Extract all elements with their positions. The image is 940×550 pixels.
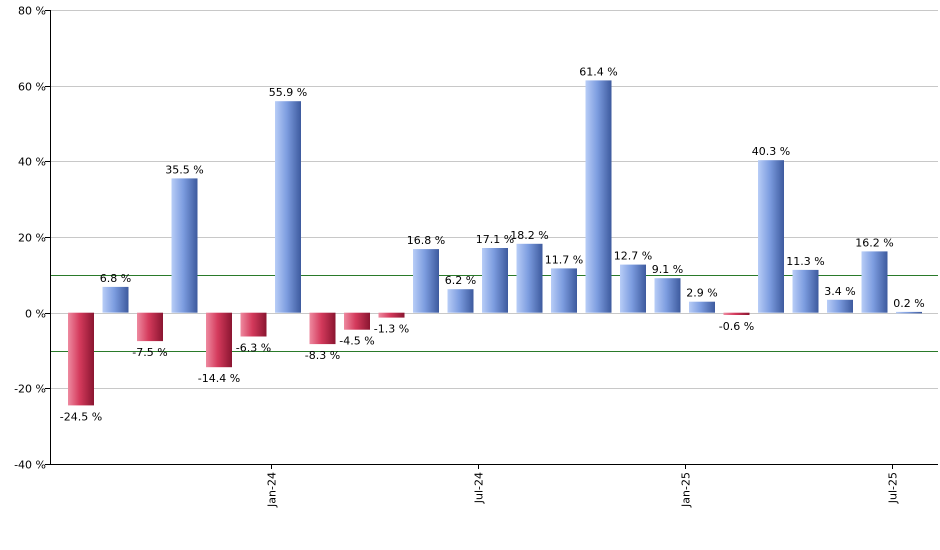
data-label: -0.6 % (719, 320, 754, 333)
grid-lines (50, 10, 938, 389)
bar (240, 312, 267, 337)
data-label: 61.4 % (579, 65, 617, 78)
data-label: 11.3 % (786, 255, 824, 268)
data-label: 6.2 % (445, 274, 476, 287)
x-tick-label: Jan-24 (266, 472, 279, 508)
bar (551, 268, 577, 313)
bar (654, 278, 681, 313)
bar (102, 286, 129, 313)
data-label: 17.1 % (476, 233, 514, 246)
x-tick-label: Jul-25 (887, 472, 900, 504)
bar (516, 243, 543, 313)
data-label: 18.2 % (510, 229, 548, 242)
data-labels: -24.5 % 6.8 % -7.5 % 35.5 % -14.4 % -6.3 % 55.… (60, 65, 925, 423)
bar (137, 312, 163, 342)
bar (378, 312, 405, 318)
data-label: -1.3 % (374, 323, 409, 336)
bar (206, 312, 232, 368)
data-label: -14.4 % (198, 372, 240, 385)
data-label: -8.3 % (305, 349, 340, 362)
bar (861, 251, 888, 313)
axes: 80 % 60 % 40 % 20 % 0 % -20 % -40 % Jan-24 Jul-2… (14, 5, 938, 508)
x-tick-label: Jan-25 (680, 472, 693, 508)
data-label: 11.7 % (545, 253, 583, 266)
bar (68, 312, 94, 406)
y-tick-label: -20 % (14, 383, 46, 396)
y-tick-label: -40 % (14, 459, 46, 472)
x-tick-label: Jul-24 (473, 472, 486, 504)
data-label: 35.5 % (165, 163, 203, 176)
data-label: -7.5 % (132, 346, 167, 359)
y-tick-label: 80 % (18, 5, 46, 18)
data-label: 40.3 % (752, 145, 790, 158)
bar (827, 299, 853, 313)
data-label: 16.2 % (855, 236, 893, 249)
bar (585, 80, 612, 313)
data-label: 6.8 % (100, 272, 131, 285)
y-tick-label: 20 % (18, 232, 46, 245)
y-tick-label: 40 % (18, 156, 46, 169)
data-label: 2.9 % (686, 287, 717, 300)
data-label: 0.2 % (893, 297, 924, 310)
bar (413, 249, 439, 313)
data-label: -4.5 % (339, 335, 374, 348)
bar (344, 312, 370, 330)
bar (896, 311, 922, 314)
bar (275, 101, 301, 313)
bar (689, 301, 715, 313)
bar (482, 248, 508, 313)
data-label: 12.7 % (614, 250, 652, 263)
bar (171, 178, 198, 313)
data-label: 16.8 % (407, 234, 445, 247)
bar (447, 289, 474, 313)
bar (620, 264, 646, 313)
data-label: 9.1 % (652, 263, 683, 276)
bar (309, 312, 336, 345)
bar (792, 269, 819, 313)
data-label: 3.4 % (824, 285, 855, 298)
bar (758, 160, 784, 313)
data-label: -6.3 % (236, 342, 271, 355)
data-label: -24.5 % (60, 410, 102, 423)
bar (723, 312, 750, 315)
y-tick-label: 60 % (18, 81, 46, 94)
data-label: 55.9 % (269, 86, 307, 99)
bars (68, 80, 922, 406)
y-tick-label: 0 % (25, 308, 46, 321)
